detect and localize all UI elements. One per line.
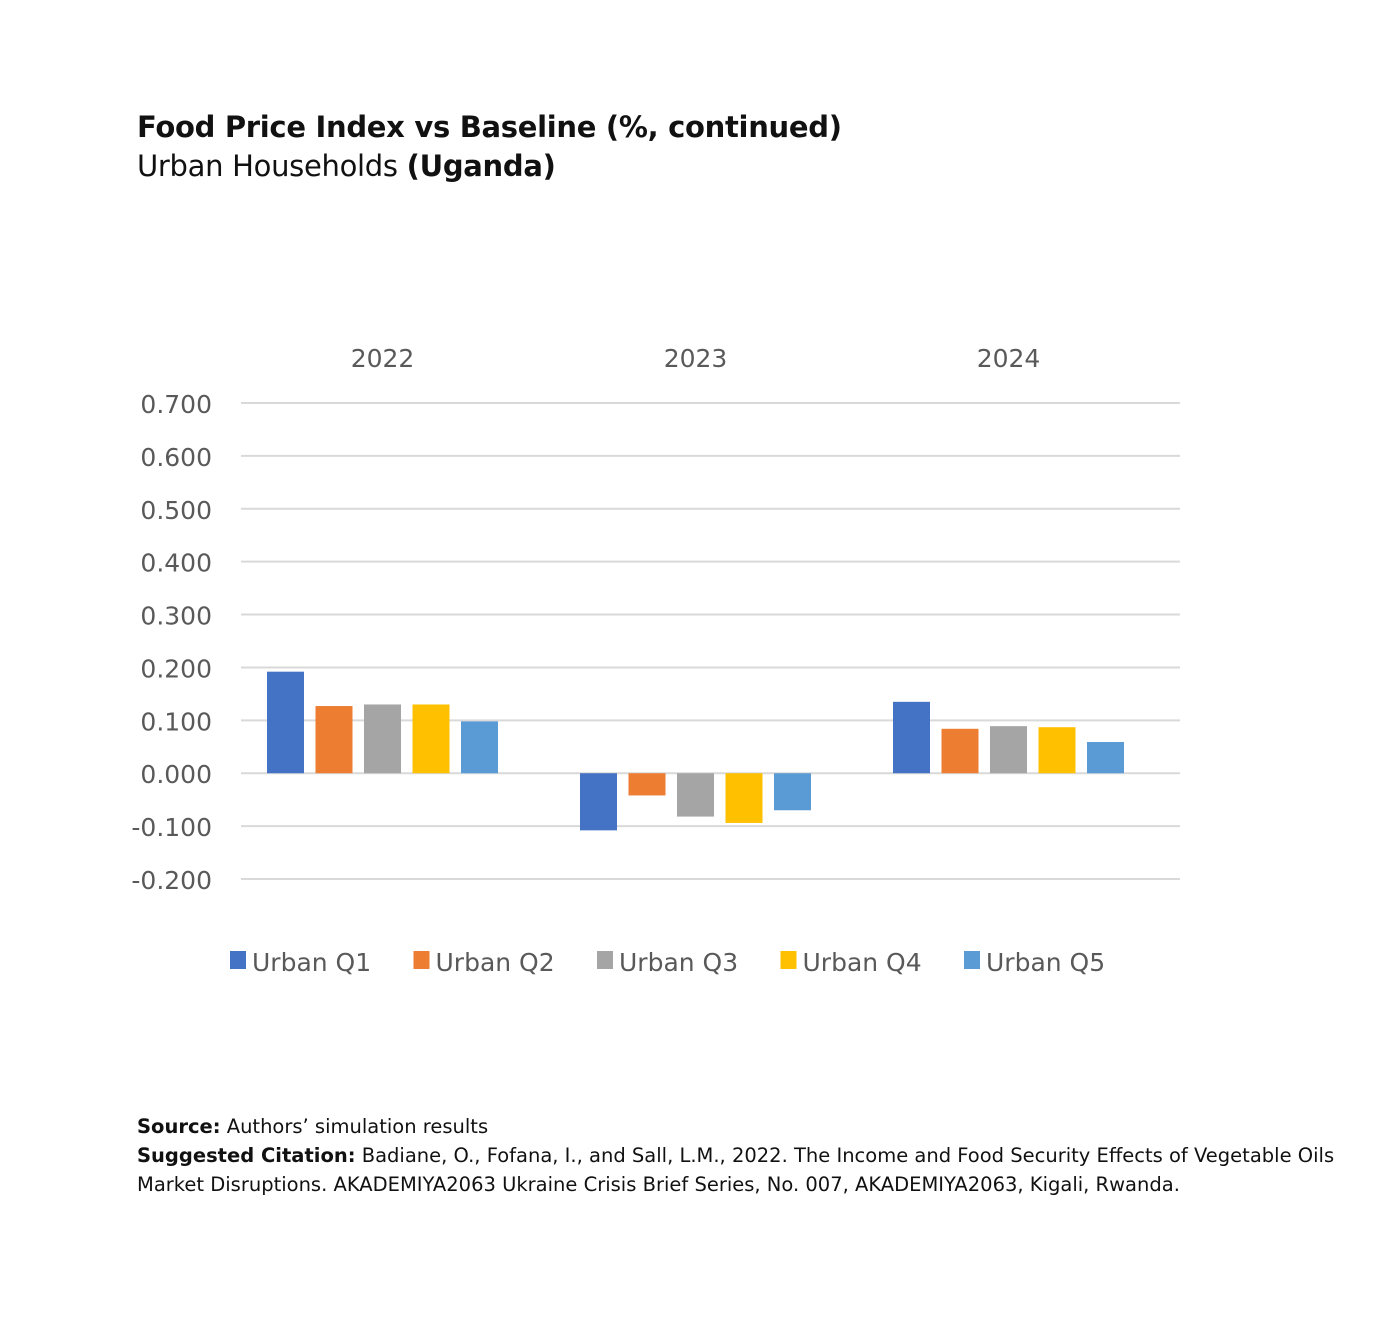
- legend-label: Urban Q3: [619, 948, 738, 977]
- legend: Urban Q1 Urban Q2 Urban Q3 Urban Q4 Urban Q5: [230, 948, 1105, 977]
- bar: [941, 728, 979, 774]
- legend-label: Urban Q1: [252, 948, 371, 977]
- bar: [1087, 742, 1124, 774]
- legend-label: Urban Q5: [986, 948, 1105, 977]
- bar: [1038, 727, 1076, 774]
- source-text: Authors’ simulation results: [220, 1115, 489, 1138]
- bars: [267, 671, 1124, 831]
- bar: [677, 773, 714, 817]
- bar: [893, 701, 930, 774]
- bar: [580, 773, 617, 831]
- y-tick-label: 0.600: [140, 443, 212, 472]
- y-tick-label: 0.700: [140, 390, 212, 419]
- source-label: Source:: [137, 1115, 221, 1138]
- y-tick-label: 0.200: [140, 654, 212, 683]
- legend-label: Urban Q2: [436, 948, 555, 977]
- citation-label: Suggested Citation:: [137, 1144, 356, 1167]
- chart-title: Food Price Index vs Baseline (%, continu…: [137, 110, 842, 144]
- chart-heading: Food Price Index vs Baseline (%, continu…: [137, 108, 842, 186]
- bar: [412, 704, 450, 774]
- bar: [461, 721, 498, 774]
- chart-notes: Source: Authors’ simulation results Sugg…: [137, 1112, 1337, 1199]
- bar: [315, 706, 353, 774]
- legend-swatch: [413, 951, 430, 969]
- bar: [774, 773, 811, 811]
- chart-subtitle: Urban Households (Uganda): [137, 146, 842, 186]
- y-tick-label: 0.400: [140, 549, 212, 578]
- source-line: Source: Authors’ simulation results: [137, 1112, 1337, 1141]
- y-tick-label: 0.500: [140, 496, 212, 525]
- bar: [725, 773, 763, 823]
- bar: [628, 773, 666, 796]
- subtitle-text: Urban Households: [137, 149, 407, 183]
- legend-swatch: [780, 951, 797, 969]
- legend-swatch: [964, 951, 980, 969]
- y-tick-label: -0.200: [131, 866, 212, 895]
- legend-label: Urban Q4: [803, 948, 922, 977]
- category-labels: 2022 2023 2024: [351, 344, 1041, 373]
- subtitle-country: (Uganda): [406, 149, 556, 183]
- y-axis-tick-labels: 0.700 0.600 0.500 0.400 0.300 0.200 0.100 0.000…: [131, 390, 212, 895]
- legend-swatch: [230, 951, 246, 969]
- y-tick-label: 0.000: [140, 760, 212, 789]
- bar: [364, 704, 401, 774]
- y-tick-label: 0.300: [140, 602, 212, 631]
- y-tick-label: 0.100: [140, 707, 212, 736]
- citation-text: Badiane, O., Fofana, I., and Sall, L.M.,…: [137, 1144, 1335, 1196]
- category-label: 2023: [664, 344, 728, 373]
- legend-swatch: [597, 951, 613, 969]
- y-tick-label: -0.100: [131, 813, 212, 842]
- bar: [267, 671, 304, 774]
- category-label: 2022: [351, 344, 415, 373]
- bar: [990, 726, 1027, 774]
- citation-line: Suggested Citation: Badiane, O., Fofana,…: [137, 1141, 1337, 1199]
- category-label: 2024: [977, 344, 1041, 373]
